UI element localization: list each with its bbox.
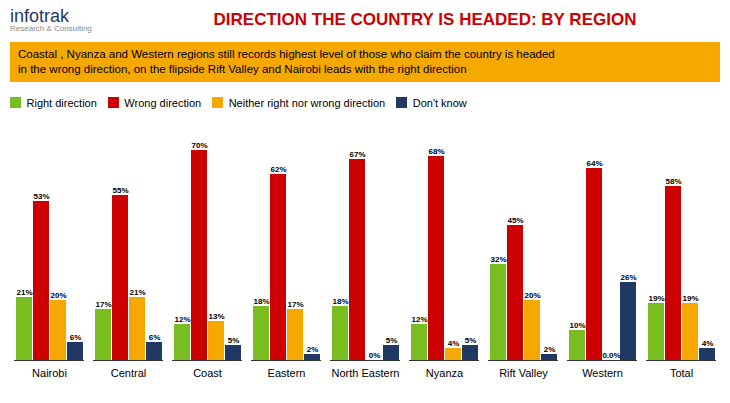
svg-text:10%: 10% (569, 321, 585, 330)
svg-text:12%: 12% (174, 315, 190, 324)
svg-text:68%: 68% (428, 147, 444, 156)
svg-text:4%: 4% (702, 339, 714, 348)
svg-text:64%: 64% (586, 159, 602, 168)
svg-text:19%: 19% (648, 294, 664, 303)
svg-text:5%: 5% (465, 336, 477, 345)
svg-text:67%: 67% (349, 150, 365, 159)
svg-text:18%: 18% (253, 297, 269, 306)
svg-text:18%: 18% (332, 297, 348, 306)
svg-text:North Eastern: North Eastern (332, 367, 400, 379)
html-text:Research & Consulting: Research & Consulting (10, 24, 92, 33)
svg-text:62%: 62% (270, 165, 286, 174)
svg-text:Nyanza: Nyanza (426, 367, 464, 379)
svg-text:20%: 20% (524, 291, 540, 300)
svg-text:6%: 6% (70, 333, 82, 342)
svg-text:13%: 13% (208, 312, 224, 321)
html-text:infotrak: infotrak (10, 6, 69, 26)
svg-text:5%: 5% (228, 336, 240, 345)
html-text:DIRECTION THE COUNTRY IS HEADE: DIRECTION THE COUNTRY IS HEADED: BY REGI… (213, 10, 637, 29)
svg-text:Western: Western (582, 367, 623, 379)
svg-text:Coast: Coast (193, 367, 222, 379)
svg-text:Nairobi: Nairobi (32, 367, 67, 379)
svg-text:0.0%: 0.0% (602, 351, 620, 360)
svg-text:21%: 21% (129, 288, 145, 297)
svg-text:12%: 12% (411, 315, 427, 324)
html-text:Coastal , Nyanza and Western r: Coastal , Nyanza and Western regions sti… (18, 48, 555, 60)
svg-text:19%: 19% (682, 294, 698, 303)
svg-text:55%: 55% (112, 186, 128, 195)
svg-text:70%: 70% (191, 141, 207, 150)
svg-text:2%: 2% (307, 345, 319, 354)
html-text:Neither right nor wrong direct: Neither right nor wrong direction (228, 96, 386, 109)
html-text:Right direction: Right direction (26, 96, 97, 109)
svg-text:45%: 45% (507, 216, 523, 225)
svg-text:6%: 6% (149, 333, 161, 342)
svg-text:Central: Central (111, 367, 146, 379)
svg-text:0%: 0% (369, 351, 381, 360)
svg-text:17%: 17% (95, 300, 111, 309)
html-text:in the wrong direction, on the: in the wrong direction, on the flipside … (18, 63, 467, 75)
svg-text:Total: Total (670, 367, 693, 379)
svg-text:Rift Valley: Rift Valley (499, 367, 548, 379)
svg-text:17%: 17% (287, 300, 303, 309)
svg-text:5%: 5% (386, 336, 398, 345)
svg-text:53%: 53% (33, 192, 49, 201)
svg-text:2%: 2% (544, 345, 556, 354)
svg-text:4%: 4% (448, 339, 460, 348)
svg-text:26%: 26% (620, 273, 636, 282)
svg-text:58%: 58% (665, 177, 681, 186)
svg-text:21%: 21% (16, 288, 32, 297)
svg-text:20%: 20% (50, 291, 66, 300)
svg-text:Eastern: Eastern (268, 367, 306, 379)
svg-text:32%: 32% (490, 255, 506, 264)
html-text:Wrong direction: Wrong direction (124, 96, 202, 109)
html-text:Don't know: Don't know (412, 96, 467, 109)
